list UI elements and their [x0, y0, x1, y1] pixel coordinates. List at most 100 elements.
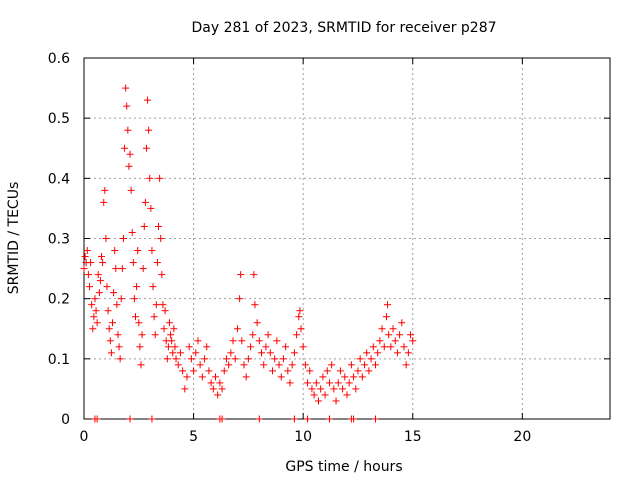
data-point [384, 301, 392, 309]
data-point [111, 247, 119, 255]
data-point [277, 373, 285, 381]
data-point [151, 331, 159, 339]
data-points [80, 84, 417, 423]
data-point [150, 313, 158, 321]
data-point [116, 355, 124, 363]
data-point [146, 174, 154, 182]
data-point [319, 373, 327, 381]
data-point [181, 385, 189, 393]
data-point [205, 367, 213, 375]
data-point [91, 295, 99, 303]
data-point [350, 373, 358, 381]
data-point [371, 415, 379, 423]
data-point [255, 415, 263, 423]
data-point [350, 415, 358, 423]
data-point [216, 379, 224, 387]
data-point [167, 331, 175, 339]
data-point [139, 265, 147, 273]
data-point [225, 361, 233, 369]
data-point [238, 337, 246, 345]
y-axis-label: SRMTID / TECUs [6, 182, 22, 295]
data-point [185, 343, 193, 351]
data-point [192, 349, 200, 357]
data-point [83, 247, 91, 255]
data-point [107, 349, 115, 357]
data-point [190, 367, 198, 375]
data-point [343, 391, 351, 399]
data-point [227, 349, 235, 357]
data-point [157, 235, 165, 242]
data-point [365, 367, 373, 375]
data-point [284, 367, 292, 375]
data-point [336, 367, 344, 375]
data-point [159, 301, 167, 309]
data-point [312, 379, 320, 387]
data-point [194, 337, 202, 345]
data-point [129, 259, 137, 267]
data-point [258, 349, 266, 357]
data-point [253, 319, 261, 327]
x-tick-label: 20 [513, 429, 531, 445]
y-tick-label: 0.3 [48, 232, 70, 248]
data-point [306, 367, 314, 375]
data-point [402, 361, 410, 369]
data-point [127, 186, 135, 194]
data-point [266, 349, 274, 357]
data-point [96, 277, 104, 285]
data-point [99, 259, 107, 267]
data-point [93, 415, 101, 423]
x-tick-label: 5 [189, 429, 198, 445]
data-point [133, 283, 141, 291]
data-point [102, 235, 110, 242]
data-point [222, 355, 230, 363]
data-point [92, 307, 100, 315]
data-point [160, 325, 168, 333]
data-point [374, 349, 382, 357]
data-point [152, 301, 160, 309]
data-point [260, 361, 268, 369]
data-point [158, 271, 166, 279]
data-point [356, 355, 364, 363]
x-tick-label: 0 [80, 429, 89, 445]
data-point [304, 415, 312, 423]
data-point [176, 349, 184, 357]
data-point [354, 367, 362, 375]
data-point [121, 144, 129, 152]
data-point [126, 150, 134, 158]
data-point [268, 367, 276, 375]
data-point [279, 355, 287, 363]
data-point [142, 144, 150, 152]
data-point [141, 198, 149, 206]
data-point [325, 379, 333, 387]
data-point [101, 186, 109, 194]
data-point [308, 385, 316, 393]
data-point [171, 343, 179, 351]
data-point [295, 313, 303, 321]
data-point [288, 361, 296, 369]
data-point [328, 361, 336, 369]
data-point [104, 307, 112, 315]
data-point [409, 337, 417, 345]
y-tick-label: 0.1 [48, 352, 70, 368]
data-point [80, 265, 88, 273]
data-point [123, 102, 131, 110]
data-point [148, 415, 156, 423]
data-point [220, 367, 228, 375]
data-point [361, 361, 369, 369]
data-point [84, 271, 92, 279]
data-point [207, 379, 215, 387]
data-point [369, 343, 377, 351]
data-point [153, 259, 161, 267]
data-point [168, 337, 176, 345]
data-point [106, 337, 114, 345]
data-point [138, 331, 146, 339]
data-point [130, 295, 138, 303]
data-point [380, 343, 388, 351]
data-point [297, 325, 305, 333]
data-point [358, 373, 366, 381]
data-point [391, 337, 399, 345]
data-point [271, 355, 279, 363]
data-point [85, 283, 93, 291]
data-point [385, 331, 393, 339]
data-point [128, 228, 136, 236]
